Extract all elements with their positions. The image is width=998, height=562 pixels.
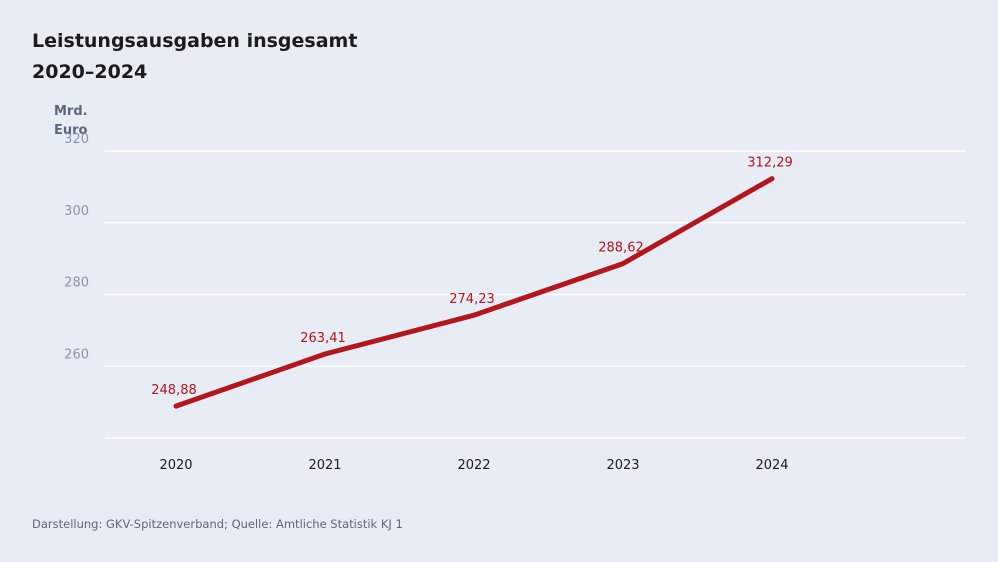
y-axis-unit-line1: Mrd. [54, 104, 88, 119]
data-label-2023: 288,62 [598, 241, 644, 256]
data-label-2021: 263,41 [300, 331, 346, 346]
y-tick-label-300: 300 [64, 204, 89, 219]
chart-title: Leistungsausgaben insgesamt [32, 30, 358, 52]
y-axis-unit-line2: Euro [54, 123, 88, 138]
x-tick-label-2020: 2020 [159, 458, 192, 473]
data-label-2024: 312,29 [747, 156, 793, 171]
chart-title-block: Leistungsausgaben insgesamt 2020–2024 [32, 26, 357, 88]
data-label-2020: 248,88 [151, 383, 197, 398]
source-note: Darstellung: GKV-Spitzenverband; Quelle:… [32, 517, 403, 531]
y-tick-labels: 260 280 300 320 [64, 132, 89, 362]
y-axis-unit: Mrd. Euro [54, 102, 88, 140]
y-tick-label-320: 320 [64, 132, 89, 147]
x-tick-label-2023: 2023 [606, 458, 639, 473]
series-line [173, 176, 775, 409]
x-tick-label-2024: 2024 [755, 458, 788, 473]
chart-subtitle: 2020–2024 [32, 61, 148, 83]
x-tick-label-2021: 2021 [308, 458, 341, 473]
x-tick-labels: 2020 2021 2022 2023 2024 [159, 458, 788, 473]
y-tick-label-260: 260 [64, 347, 89, 362]
data-labels: 248,88 263,41 274,23 288,62 312,29 [151, 156, 793, 398]
y-tick-label-280: 280 [64, 276, 89, 291]
x-tick-label-2022: 2022 [457, 458, 490, 473]
line-chart: 260 280 300 320 2020 2021 2022 2023 2024 248,88… [64, 132, 966, 473]
data-label-2022: 274,23 [449, 292, 495, 307]
